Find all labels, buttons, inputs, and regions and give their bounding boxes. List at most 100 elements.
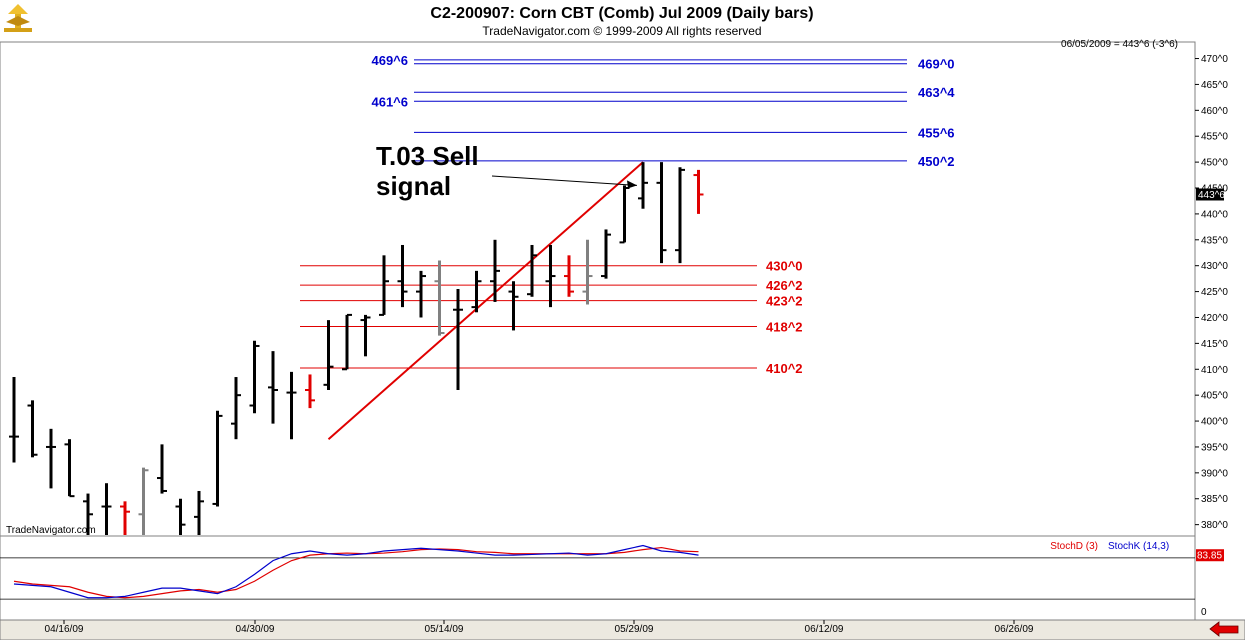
chart-title: C2-200907: Corn CBT (Comb) Jul 2009 (Dai… xyxy=(430,5,813,22)
ohlc-bar xyxy=(453,289,463,390)
ohlc-bar xyxy=(175,498,186,535)
date-axis: 04/16/09 04/30/09 05/14/09 05/29/09 06/12/09… xyxy=(45,620,1034,635)
stoch-legend-k: StochK (14,3) xyxy=(1108,541,1169,552)
date-axis-strip xyxy=(0,619,1245,640)
ohlc-bar xyxy=(323,320,334,390)
price-axis-label: 440^0 xyxy=(1201,209,1228,220)
price-axis-label: 390^0 xyxy=(1201,468,1228,479)
ohlc-bar xyxy=(268,351,278,424)
ohlc-bar xyxy=(582,239,593,305)
ohlc-bar xyxy=(397,244,408,308)
ohlc-bar xyxy=(138,467,149,535)
price-axis-label: 415^0 xyxy=(1201,339,1228,350)
price-axis-label: 450^0 xyxy=(1201,158,1228,169)
stoch-current-box xyxy=(1196,549,1224,562)
annotation-arrow-head xyxy=(627,180,637,189)
ohlc-bar xyxy=(693,169,704,214)
ohlc-bar xyxy=(675,167,685,264)
ohlc-bar xyxy=(434,260,445,336)
ohlc-bar xyxy=(27,400,38,458)
date-axis-label: 06/12/09 xyxy=(805,624,844,635)
price-level-label: 430^0 xyxy=(766,259,803,274)
ohlc-bar xyxy=(46,428,56,489)
ohlc-bar xyxy=(527,244,537,297)
stoch-axis-label: 0 xyxy=(1201,607,1207,618)
ohlc-bar xyxy=(545,244,556,308)
price-axis-label: 405^0 xyxy=(1201,391,1228,402)
watermark: TradeNavigator.com xyxy=(6,525,96,536)
ohlc-bar xyxy=(194,490,204,535)
price-axis-label: 460^0 xyxy=(1201,106,1228,117)
trend-line-group xyxy=(327,161,644,440)
ohlc-bar xyxy=(286,371,297,440)
price-axis-label: 395^0 xyxy=(1201,442,1228,453)
chart-copyright: TradeNavigator.com © 1999-2009 All right… xyxy=(482,24,761,38)
date-axis-label: 06/26/09 xyxy=(995,624,1034,635)
price-axis-label: 420^0 xyxy=(1201,313,1228,324)
price-axis-label: 410^0 xyxy=(1201,365,1228,376)
ohlc-bar xyxy=(656,162,667,264)
ohlc-bar xyxy=(64,439,75,498)
current-price-label: 443^6 xyxy=(1198,190,1225,201)
stoch-series-line xyxy=(13,546,699,599)
stoch-current-label: 83.85 xyxy=(1197,551,1222,562)
ohlc-bar xyxy=(379,255,389,316)
ohlc-bar xyxy=(231,377,241,440)
price-axis-label: 435^0 xyxy=(1201,235,1228,246)
ohlc-bar xyxy=(416,270,426,318)
date-axis-label: 04/16/09 xyxy=(45,624,84,635)
price-axis-label: 470^0 xyxy=(1201,54,1228,65)
ohlc-bar xyxy=(157,444,167,494)
trend-line xyxy=(327,161,644,440)
price-axis-label: 400^0 xyxy=(1201,417,1228,428)
price-panel xyxy=(0,41,1196,537)
date-axis-label: 05/29/09 xyxy=(615,624,654,635)
ohlc-bar xyxy=(101,483,112,535)
last-quote-readout: 06/05/2009 = 443^6 (-3^6) xyxy=(1061,39,1178,50)
price-level-label: 469^6 xyxy=(371,53,408,68)
ohlc-bar xyxy=(564,255,574,297)
stoch-legend-d: StochD (3) xyxy=(1050,541,1098,552)
price-level-label: 426^2 xyxy=(766,278,803,293)
price-level-label: 423^2 xyxy=(766,294,803,309)
price-level-label: 455^6 xyxy=(918,125,955,140)
current-price-box xyxy=(1196,188,1224,201)
annotation-line-1: T.03 Sell xyxy=(376,141,479,171)
ohlc-bar xyxy=(9,377,19,463)
price-level-label: 450^2 xyxy=(918,154,955,169)
price-level-label: 418^2 xyxy=(766,320,803,335)
price-level-label: 410^2 xyxy=(766,361,803,376)
ohlc-bar xyxy=(638,162,648,209)
price-level-label: 469^0 xyxy=(918,57,955,72)
ohlc-bar xyxy=(601,229,611,279)
ohlc-bar xyxy=(342,313,352,371)
ohlc-bar xyxy=(212,410,223,507)
price-axis-label: 425^0 xyxy=(1201,287,1228,298)
price-axis-label: 430^0 xyxy=(1201,261,1228,272)
price-axis-label: 455^0 xyxy=(1201,132,1228,143)
ohlc-bar xyxy=(249,340,260,414)
tradenavigator-logo-icon xyxy=(4,4,32,32)
price-levels: 469^6 469^0 463^4 461^6 455^6 450^2 430^0 426^2… xyxy=(300,53,955,376)
stochastic-lines: StochD (3) StochK (14,3) 0 83.85 xyxy=(0,541,1224,618)
annotation-line-2: signal xyxy=(376,171,451,201)
ohlc-bar xyxy=(508,281,519,331)
ohlc-bar xyxy=(471,270,482,313)
price-axis-label: 385^0 xyxy=(1201,494,1228,505)
stochastic-panel xyxy=(0,535,1196,621)
date-axis-label: 04/30/09 xyxy=(236,624,275,635)
ohlc-bar xyxy=(305,374,315,409)
stoch-series-line xyxy=(13,544,699,599)
price-axis-label: 465^0 xyxy=(1201,80,1228,91)
date-axis-label: 05/14/09 xyxy=(425,624,464,635)
ohlc-bar xyxy=(120,501,130,535)
scroll-left-arrow-icon[interactable] xyxy=(1209,621,1239,637)
price-bars xyxy=(9,162,704,535)
ohlc-bar xyxy=(490,239,500,302)
price-axis: 380^0 385^0 390^0 395^0 400^0 405^0 410^0 415^0… xyxy=(1195,54,1228,531)
price-axis-label: 380^0 xyxy=(1201,520,1228,531)
price-level-label: 463^4 xyxy=(918,85,955,100)
ohlc-bar xyxy=(360,314,371,357)
